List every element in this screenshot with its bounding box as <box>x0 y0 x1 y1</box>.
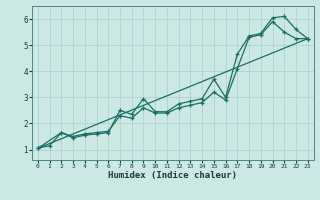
X-axis label: Humidex (Indice chaleur): Humidex (Indice chaleur) <box>108 171 237 180</box>
